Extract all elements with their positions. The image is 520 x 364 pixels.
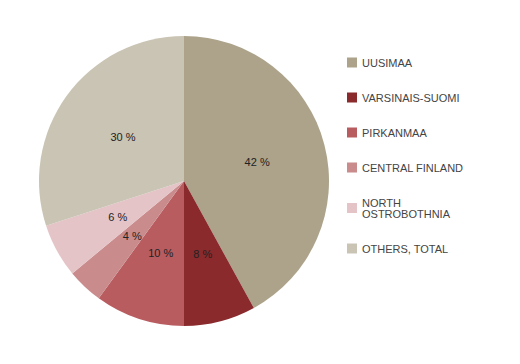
svg-text:8 %: 8 % [193,248,212,260]
svg-text:PIRKANMAA: PIRKANMAA [362,127,427,139]
svg-text:42 %: 42 % [245,156,270,168]
svg-text:30 %: 30 % [110,131,135,143]
svg-text:CENTRAL FINLAND: CENTRAL FINLAND [362,162,463,174]
svg-text:4 %: 4 % [123,230,142,242]
svg-text:UUSIMAA: UUSIMAA [362,57,413,69]
svg-text:VARSINAIS-SUOMI: VARSINAIS-SUOMI [362,92,460,104]
svg-text:NORTH: NORTH [362,196,404,209]
svg-text:OSTROBOTHNIA: OSTROBOTHNIA [362,208,451,220]
svg-text:6 %: 6 % [108,211,127,223]
svg-text:10 %: 10 % [148,247,173,259]
svg-text:OTHERS, TOTAL: OTHERS, TOTAL [362,243,448,255]
